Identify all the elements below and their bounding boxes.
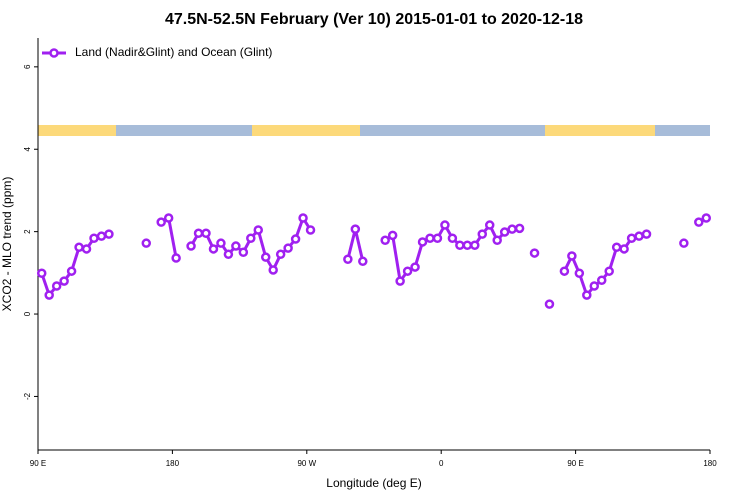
y-tick-label: -2 bbox=[23, 392, 32, 400]
point bbox=[163, 213, 174, 223]
chart-title: 47.5N-52.5N February (Ver 10) 2015-01-01… bbox=[165, 11, 583, 28]
series-line bbox=[40, 214, 707, 299]
point bbox=[410, 262, 420, 272]
point bbox=[701, 213, 712, 223]
point bbox=[260, 252, 271, 262]
point bbox=[432, 233, 443, 243]
x-tick-label: 180 bbox=[703, 459, 717, 468]
y-tick-label: 6 bbox=[23, 64, 32, 69]
land-ocean-strip bbox=[38, 125, 710, 136]
x-tick-label: 0 bbox=[439, 459, 444, 468]
point bbox=[208, 244, 219, 254]
point bbox=[223, 249, 234, 260]
legend-label: Land (Nadir&Glint) and Ocean (Glint) bbox=[75, 45, 272, 59]
point bbox=[589, 281, 600, 291]
point bbox=[290, 234, 301, 244]
point bbox=[343, 254, 353, 264]
x-axis-label: Longitude (deg E) bbox=[326, 476, 421, 490]
point bbox=[74, 242, 84, 253]
point bbox=[574, 268, 585, 279]
land bbox=[252, 125, 360, 136]
point bbox=[193, 228, 204, 239]
point bbox=[619, 244, 629, 254]
point bbox=[626, 233, 637, 243]
point bbox=[514, 223, 525, 234]
point bbox=[477, 229, 488, 239]
point bbox=[59, 276, 69, 286]
point bbox=[567, 251, 577, 261]
point bbox=[141, 238, 152, 248]
point bbox=[298, 213, 308, 223]
point bbox=[89, 233, 99, 243]
point bbox=[66, 266, 77, 276]
point bbox=[440, 220, 450, 230]
point bbox=[305, 225, 316, 235]
point bbox=[104, 229, 114, 239]
y-tick-label: 4 bbox=[23, 146, 32, 151]
y-tick-label: 2 bbox=[23, 229, 32, 234]
point bbox=[499, 227, 510, 237]
point bbox=[492, 235, 502, 246]
point bbox=[544, 299, 555, 309]
point bbox=[216, 238, 226, 248]
point bbox=[641, 229, 652, 239]
point bbox=[253, 225, 264, 235]
point bbox=[275, 249, 286, 260]
x-tick-label: 180 bbox=[166, 459, 180, 468]
point bbox=[596, 275, 607, 286]
point bbox=[679, 238, 689, 248]
point bbox=[201, 228, 211, 239]
point bbox=[417, 237, 428, 247]
point bbox=[425, 233, 435, 243]
point bbox=[238, 247, 249, 257]
x-tick-label: 90 E bbox=[30, 459, 46, 468]
point bbox=[402, 266, 413, 276]
point bbox=[36, 268, 47, 279]
point bbox=[81, 244, 92, 254]
point bbox=[156, 217, 166, 227]
point bbox=[44, 290, 54, 300]
point bbox=[231, 241, 241, 251]
point bbox=[358, 256, 368, 267]
point bbox=[611, 242, 622, 253]
point bbox=[529, 248, 540, 258]
land bbox=[545, 125, 655, 136]
point bbox=[96, 231, 107, 241]
point bbox=[455, 240, 465, 250]
point bbox=[470, 240, 480, 250]
point bbox=[186, 241, 196, 251]
x-tick-label: 90 E bbox=[567, 459, 583, 468]
point bbox=[604, 266, 614, 276]
ocean bbox=[38, 125, 710, 136]
point bbox=[268, 265, 278, 275]
x-tick-label: 90 W bbox=[297, 459, 316, 468]
y-tick-label: 0 bbox=[23, 311, 32, 316]
point bbox=[582, 290, 592, 300]
point bbox=[51, 281, 62, 291]
point bbox=[462, 240, 473, 250]
point bbox=[507, 224, 517, 234]
legend-marker bbox=[49, 48, 59, 58]
point bbox=[447, 233, 458, 243]
point bbox=[283, 243, 293, 253]
point bbox=[484, 220, 495, 230]
point bbox=[246, 233, 256, 243]
point bbox=[350, 224, 361, 234]
point bbox=[395, 276, 405, 286]
land bbox=[38, 125, 116, 136]
point bbox=[380, 235, 390, 246]
point bbox=[694, 217, 704, 227]
point bbox=[171, 253, 181, 263]
point bbox=[634, 231, 644, 241]
point bbox=[559, 266, 570, 276]
y-axis-label: XCO2 - MLO trend (ppm) bbox=[0, 177, 14, 312]
point bbox=[387, 230, 398, 241]
